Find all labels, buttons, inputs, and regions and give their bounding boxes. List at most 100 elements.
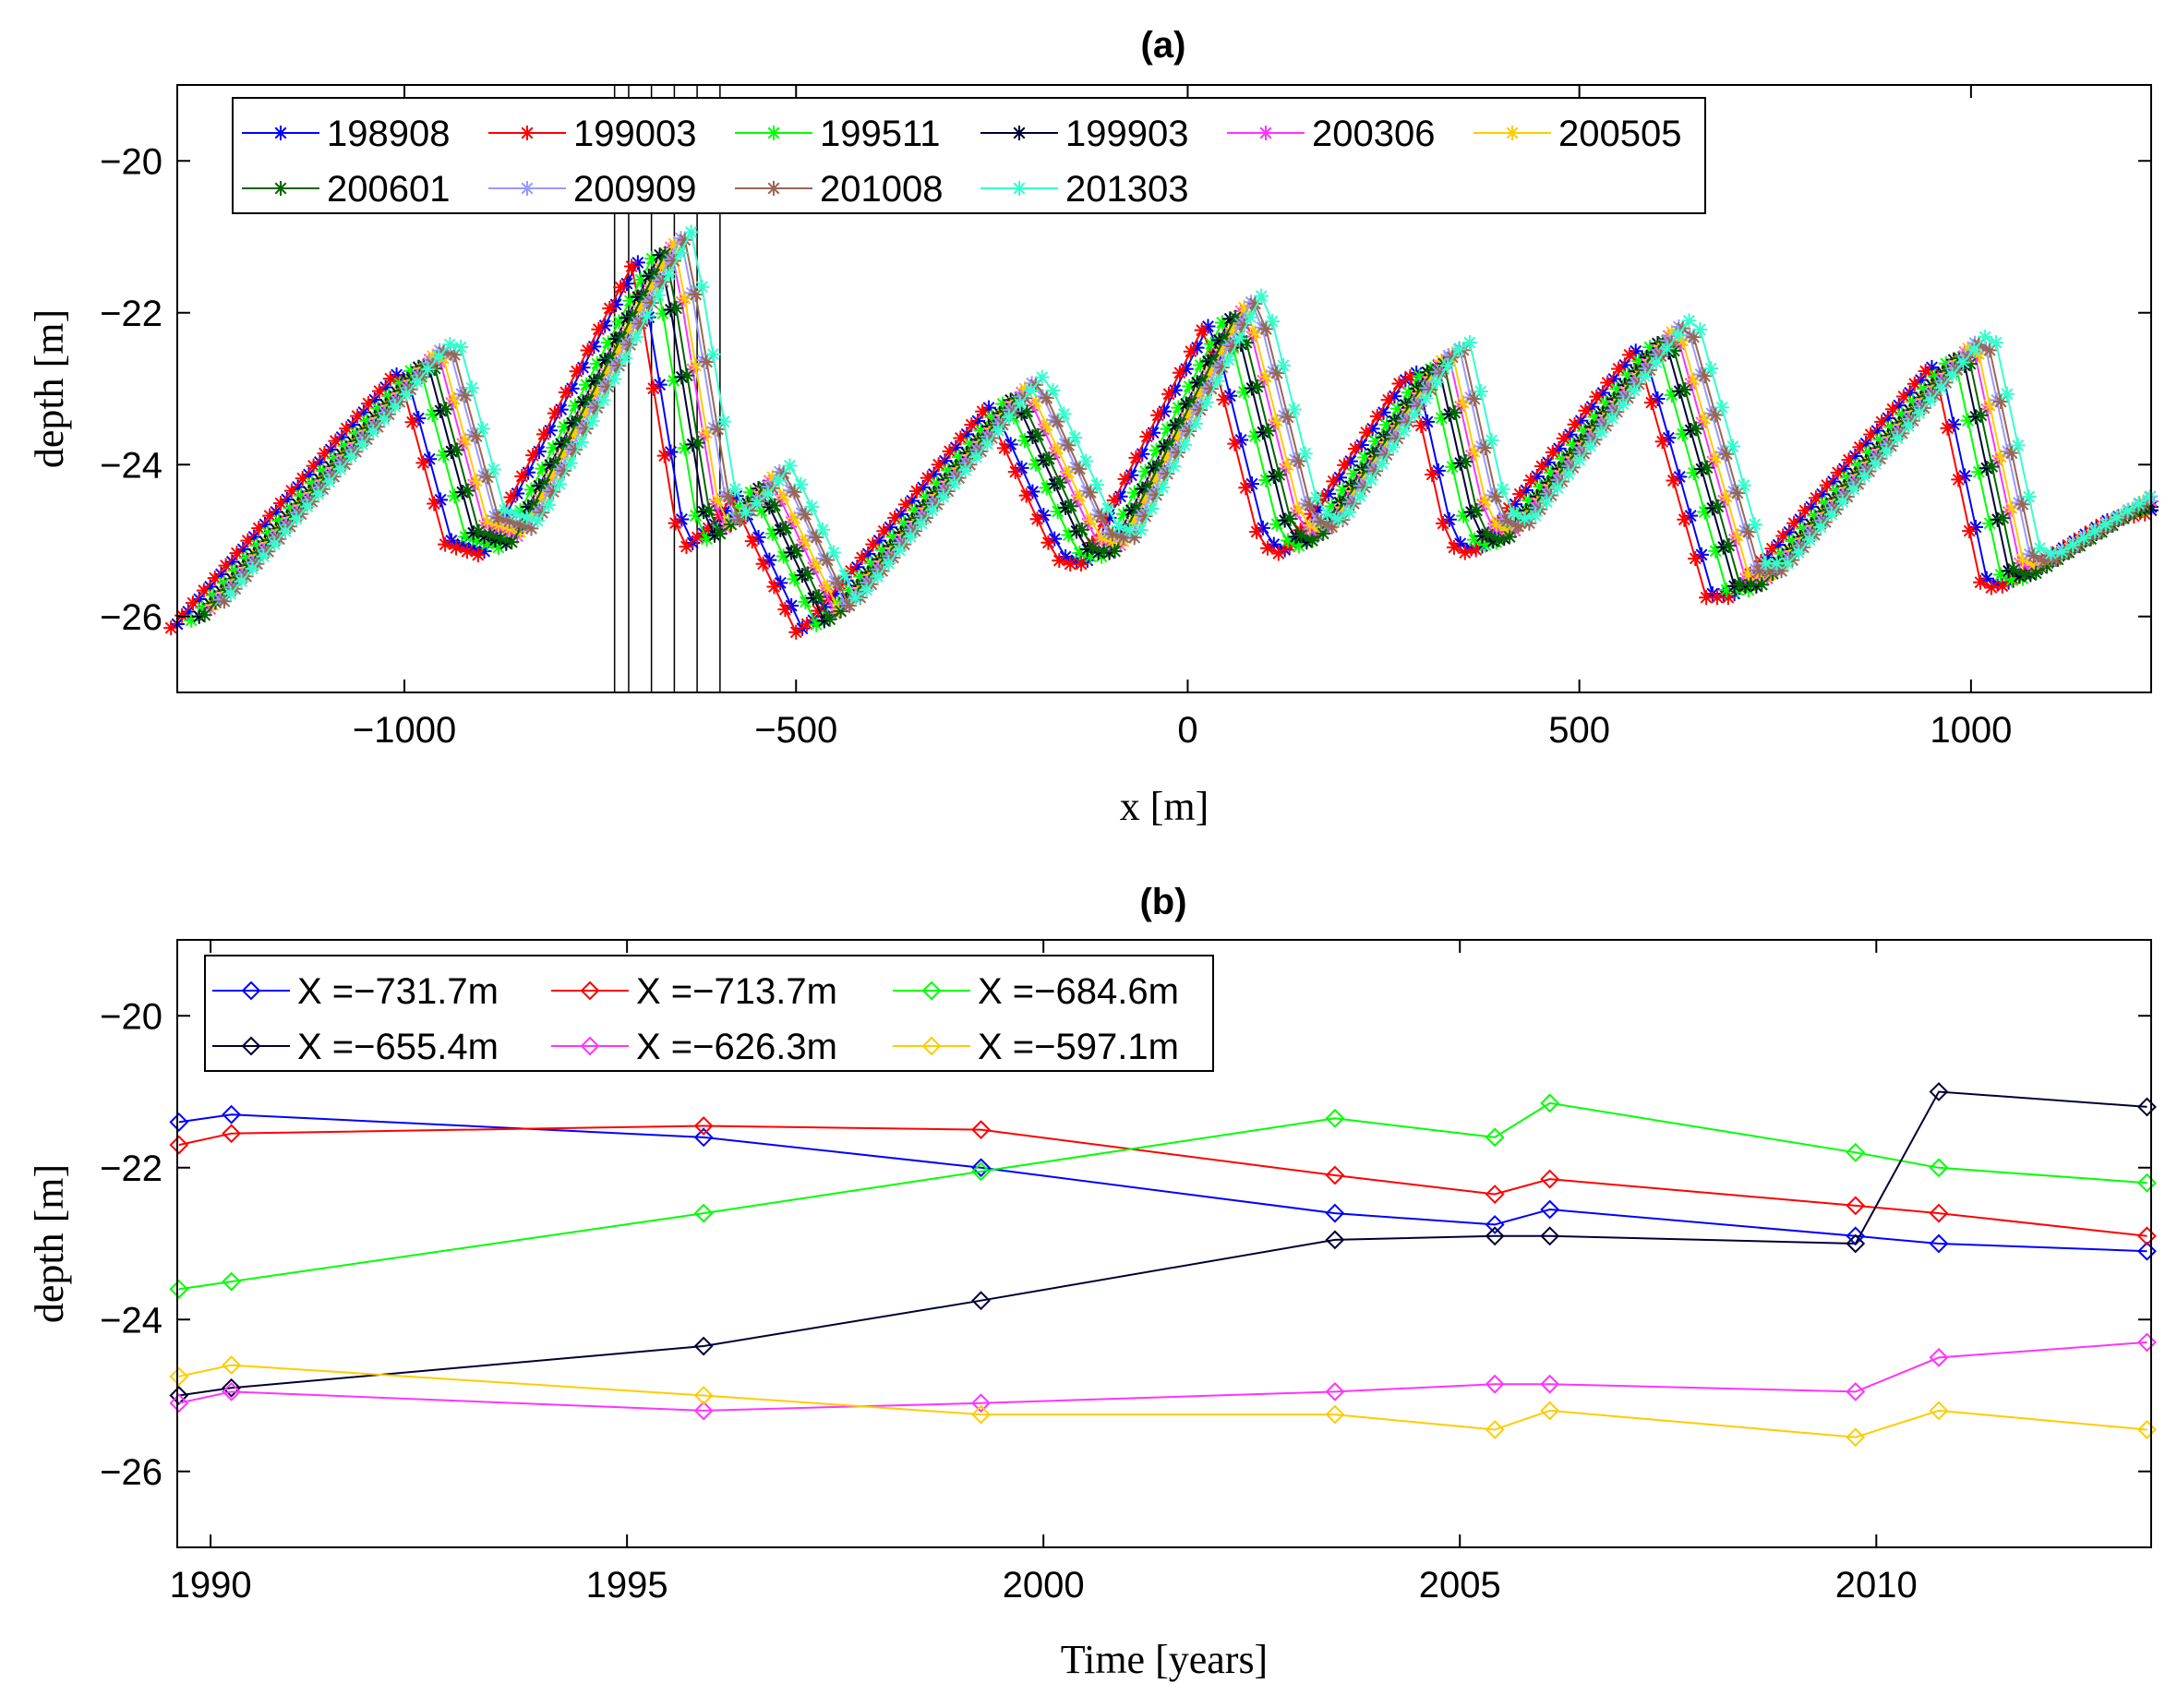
panel-a-data-point <box>1785 534 1800 549</box>
panel-a-data-point <box>787 511 802 526</box>
panel-a-data-point <box>575 394 591 410</box>
panel-a-data-point <box>820 552 836 568</box>
panel-a-data-point <box>1353 488 1368 504</box>
panel-a-data-point <box>755 556 771 571</box>
panel-a-data-point <box>458 388 474 403</box>
panel-a-data-point <box>389 367 404 382</box>
panel-a-data-point <box>1381 428 1397 444</box>
panel-a-data-point <box>793 476 809 492</box>
panel-a-data-point <box>1002 409 1017 425</box>
panel-a-data-point <box>398 387 414 403</box>
panel-a-data-point <box>1025 429 1040 445</box>
panel-a-data-point <box>644 251 660 267</box>
panel-a-data-point <box>1694 462 1710 477</box>
panel-a-data-point <box>317 446 332 462</box>
panel-a-data-point <box>1089 477 1105 493</box>
b-x-tick-label: 1990 <box>170 1565 252 1606</box>
panel-a-data-point <box>677 291 692 307</box>
panel-a-profile-chart: (a) −1000 −500 0 500 1000 −20 −22 −24 −26 x [m]… <box>27 25 2159 829</box>
panel-a-data-point <box>1302 498 1317 513</box>
panel-b-data-point <box>693 1336 714 1356</box>
panel-a-data-point <box>1341 504 1357 520</box>
panel-a-data-point <box>471 523 487 539</box>
panel-a-data-point <box>1105 526 1120 542</box>
panel-a-data-point <box>1589 389 1605 404</box>
panel-a-data-point <box>1012 396 1028 412</box>
panel-a-data-point <box>1365 446 1380 462</box>
panel-a-data-point <box>656 257 671 272</box>
panel-a-data-point <box>1720 590 1736 606</box>
panel-a-data-point <box>1484 432 1499 448</box>
panel-a-data-point <box>1891 398 1906 414</box>
panel-a-data-point <box>684 285 700 301</box>
panel-a-data-point <box>2015 552 2030 568</box>
panel-a-data-point <box>458 529 474 545</box>
panel-a-data-point <box>493 531 509 547</box>
panel-b-legend-label: X =−597.1m <box>978 1027 1179 1067</box>
panel-a-data-point <box>1134 507 1149 523</box>
panel-a-data-point <box>959 427 975 442</box>
panel-a-data-point <box>1946 416 1962 432</box>
panel-a-data-point <box>1879 443 1894 459</box>
panel-b-series-line <box>178 1113 2147 1253</box>
panel-a-data-point <box>1332 495 1348 511</box>
panel-a-data-point <box>1403 395 1419 411</box>
panel-a-data-point <box>283 500 298 516</box>
panel-a-data-point <box>1128 450 1144 465</box>
panel-a-data-point <box>1111 519 1126 535</box>
panel-a-data-point <box>773 575 788 591</box>
panel-a-data-point <box>1211 332 1227 348</box>
panel-a-data-point <box>953 430 968 446</box>
panel-a-data-point <box>355 404 371 420</box>
panel-a-data-point <box>1661 344 1677 360</box>
panel-a-data-point <box>1330 511 1346 527</box>
panel-a-legend-entry: 200909 <box>488 169 696 210</box>
panel-a-data-point <box>1324 499 1340 514</box>
panel-a-data-point <box>573 434 589 450</box>
panel-a-data-point <box>1291 453 1306 469</box>
panel-a-data-point <box>1993 393 2009 409</box>
panel-b-legend-marker <box>921 980 942 1001</box>
panel-a-data-point <box>913 515 929 531</box>
panel-a-data-point <box>1401 402 1416 417</box>
panel-a-data-point <box>1045 382 1061 398</box>
panel-a-data-point <box>1549 480 1565 496</box>
panel-a-data-point <box>589 355 605 371</box>
panel-a-data-point <box>310 487 326 502</box>
panel-a-data-point <box>695 353 711 368</box>
panel-a-data-point <box>753 484 769 499</box>
panel-a-data-point <box>1650 391 1666 406</box>
panel-a-data-point <box>334 429 350 445</box>
panel-a-data-point <box>805 528 821 544</box>
panel-a-data-point <box>1210 358 1226 374</box>
panel-a-data-point <box>716 414 732 429</box>
panel-a-data-point <box>783 483 799 499</box>
panel-a-data-point <box>1445 459 1461 475</box>
panel-a-data-point <box>1609 381 1625 397</box>
panel-a-data-point <box>1714 400 1730 415</box>
panel-a-data-point <box>1982 398 1998 414</box>
panel-a-data-point <box>589 400 605 415</box>
panel-a-data-point <box>1239 335 1255 351</box>
panel-a-data-point <box>482 527 498 543</box>
panel-a-data-point <box>443 443 459 459</box>
panel-a-data-point <box>1167 382 1183 398</box>
panel-a-data-point <box>1036 508 1052 523</box>
panel-a-data-point <box>1265 364 1281 379</box>
panel-a-data-point <box>1047 531 1063 547</box>
panel-b-legend-label: X =−655.4m <box>297 1027 499 1067</box>
panel-a-data-point <box>1762 563 1778 579</box>
panel-a-data-point <box>721 488 737 504</box>
panel-a-data-point <box>699 425 715 440</box>
panel-a-data-point <box>1491 532 1507 547</box>
panel-a-data-point <box>1233 316 1248 331</box>
panel-a-data-point <box>1990 511 2005 527</box>
panel-a-data-point <box>630 255 645 271</box>
panel-a-data-point <box>1430 463 1446 478</box>
panel-a-data-point <box>1122 522 1137 537</box>
panel-a-data-point <box>1627 375 1642 391</box>
panel-a-data-point <box>589 383 605 399</box>
panel-b-data-point <box>1929 1082 1949 1101</box>
panel-a-data-point <box>1036 452 1052 468</box>
panel-a-data-point <box>743 485 759 500</box>
